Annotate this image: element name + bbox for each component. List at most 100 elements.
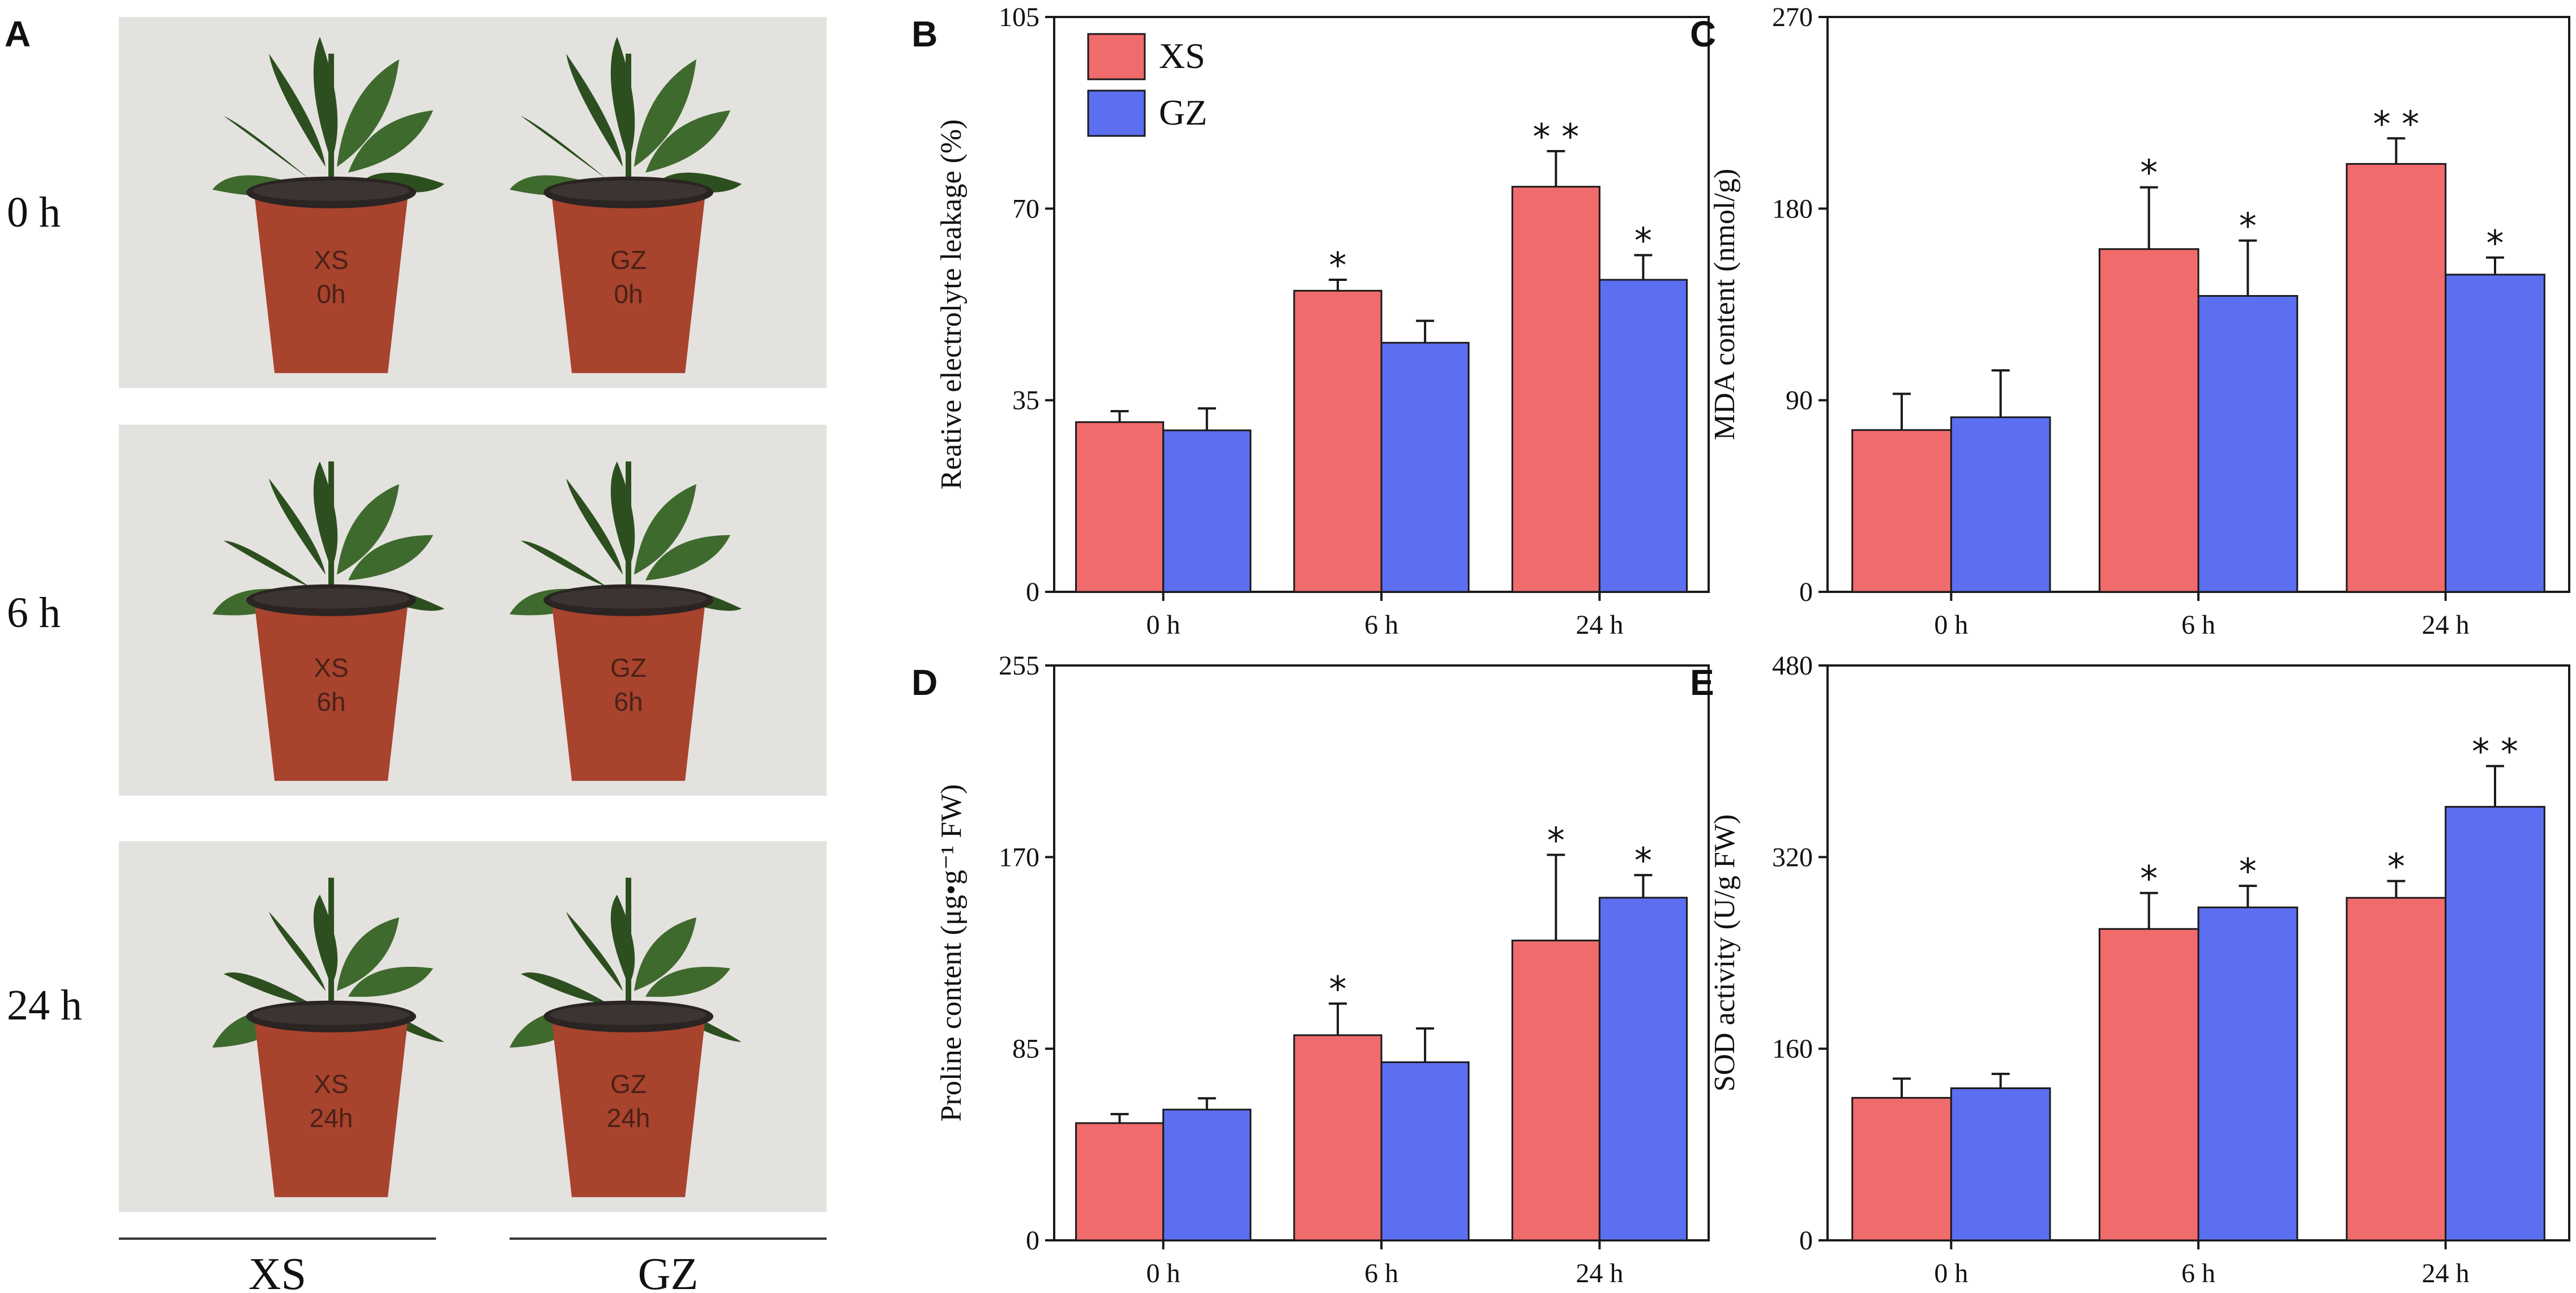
y-tick-label: 270 (1772, 2, 1813, 32)
pot-soil (253, 1004, 409, 1025)
photo-background (119, 17, 827, 388)
significance-star: * (2239, 851, 2257, 892)
legend-swatch-gz (1087, 89, 1146, 137)
leaf-shape (348, 535, 433, 581)
chart-panel-b: B 0 35 70 105 Reative electrolyte leakage (%)… (912, 2, 1710, 640)
leaf-shape (224, 972, 309, 1003)
photo-24h: XS 24h GZ 24h (119, 841, 827, 1212)
bar-xs-6h (1293, 1034, 1383, 1241)
y-tick-label: 170 (999, 842, 1039, 872)
x-tick-label: 24 h (2422, 1258, 2470, 1288)
significance-star: * * (2373, 103, 2419, 144)
x-tick-label: 6 h (2181, 1258, 2215, 1288)
x-tick-label: 0 h (1934, 610, 1968, 640)
pot-handwritten-label: XS (314, 653, 348, 682)
y-tick-label: 0 (1799, 1226, 1813, 1256)
pot-soil (550, 1004, 707, 1025)
panel-a-photos: A 0 h 6 h 24 h XS 0h GZ 0h XS 6h GZ 6h XS 24h GZ 24… (5, 14, 827, 1293)
pot-body (552, 1022, 705, 1197)
leaf-shape (645, 966, 730, 997)
x-tick-label: 24 h (1576, 1258, 1623, 1288)
legend-label-xs: XS (1159, 36, 1205, 76)
leaf-shape (634, 484, 696, 575)
leaf-shape (566, 478, 623, 575)
significance-star: * * (2472, 731, 2518, 773)
leaf-shape (645, 535, 730, 581)
x-tick-label: 24 h (2422, 610, 2470, 640)
charts-group: B 0 35 70 105 Reative electrolyte leakage (%)… (912, 2, 2570, 1288)
bar-gz-0h (1162, 1108, 1252, 1241)
y-tick-label: 320 (1772, 842, 1813, 872)
y-tick-label: 0 (1799, 577, 1813, 607)
leaf-shape (634, 917, 696, 991)
leaf-shape (269, 53, 326, 167)
bar-gz-6h (1380, 1061, 1470, 1241)
significance-star: * (2387, 846, 2405, 887)
pot-handwritten-label: GZ (610, 1069, 647, 1099)
bar-xs-24h (1511, 186, 1601, 593)
y-axis-label: Reative electrolyte leakage (%) (935, 120, 968, 490)
y-tick-label: 0 (1026, 1226, 1039, 1256)
chart-panel-c: C 0 90 180 270 MDA content (nmol/g) 0 h 6 h * * 24… (1690, 2, 2570, 640)
chart-panel-d: D 0 85 170 255 Proline content (μg•g⁻¹ FW) 0 h… (912, 651, 1710, 1288)
leaf-shape (566, 53, 623, 167)
pot-handwritten-label: 24h (310, 1103, 353, 1133)
xs-plant-pot: XS 6h (212, 461, 444, 781)
pot-handwritten-label: 0h (316, 279, 345, 309)
bar-xs-24h (2346, 897, 2447, 1241)
photo-0h: XS 0h GZ 0h (119, 17, 827, 388)
bar-xs-24h (2346, 163, 2447, 593)
y-tick-label: 90 (1786, 386, 1813, 416)
significance-star: * (1634, 220, 1652, 262)
pot-handwritten-label: 0h (614, 279, 643, 309)
bar-xs-0h (1851, 1096, 1952, 1241)
bar-gz-0h (1162, 429, 1252, 593)
significance-star: * (1547, 820, 1565, 861)
significance-star: * (2140, 858, 2158, 899)
pot-body (255, 605, 408, 781)
y-tick-label: 0 (1026, 577, 1039, 607)
x-tick-label: 0 h (1146, 1258, 1180, 1288)
leaf-shape (348, 110, 433, 173)
significance-star: * * (1533, 116, 1579, 157)
x-tick-label: 0 h (1146, 610, 1180, 640)
y-tick-label: 85 (1012, 1034, 1039, 1064)
gz-plant-pot: GZ 0h (510, 36, 742, 373)
leaf-shape (521, 116, 606, 178)
photo-background (119, 841, 827, 1212)
pot-body (255, 1022, 408, 1197)
pot-body (255, 198, 408, 373)
leaf-shape (337, 484, 399, 575)
significance-star: * (2140, 152, 2158, 194)
bar-gz-6h (2197, 906, 2299, 1241)
significance-star: * (1329, 245, 1346, 286)
bar-gz-6h (2197, 295, 2299, 593)
pot-soil (550, 588, 707, 609)
pot-soil (550, 180, 707, 201)
y-tick-label: 70 (1012, 194, 1039, 224)
y-tick-label: 35 (1012, 386, 1039, 416)
leaf-shape (521, 972, 606, 1003)
x-tick-label: 24 h (1576, 610, 1623, 640)
x-tick-label: 6 h (2181, 610, 2215, 640)
pot-handwritten-label: 6h (316, 687, 345, 716)
xs-plant-pot: XS 24h (212, 877, 444, 1197)
legend-swatch-xs (1087, 33, 1146, 80)
panel-letter: B (912, 14, 938, 54)
legend-label-gz: GZ (1159, 92, 1207, 133)
pot-handwritten-label: XS (314, 1069, 348, 1099)
pot-handwritten-label: XS (314, 245, 348, 275)
x-tick-label: 0 h (1934, 1258, 1968, 1288)
bar-xs-0h (1075, 421, 1165, 593)
significance-star: * (2487, 223, 2504, 264)
bar-gz-0h (1950, 416, 2051, 593)
significance-star: * (1634, 840, 1652, 881)
bar-gz-24h (1598, 897, 1688, 1241)
y-tick-label: 160 (1772, 1034, 1813, 1064)
y-tick-label: 180 (1772, 194, 1813, 224)
photo-6h: XS 6h GZ 6h (119, 425, 827, 796)
pot-soil (253, 180, 409, 201)
y-tick-label: 105 (999, 2, 1039, 32)
bar-gz-6h (1380, 342, 1470, 593)
